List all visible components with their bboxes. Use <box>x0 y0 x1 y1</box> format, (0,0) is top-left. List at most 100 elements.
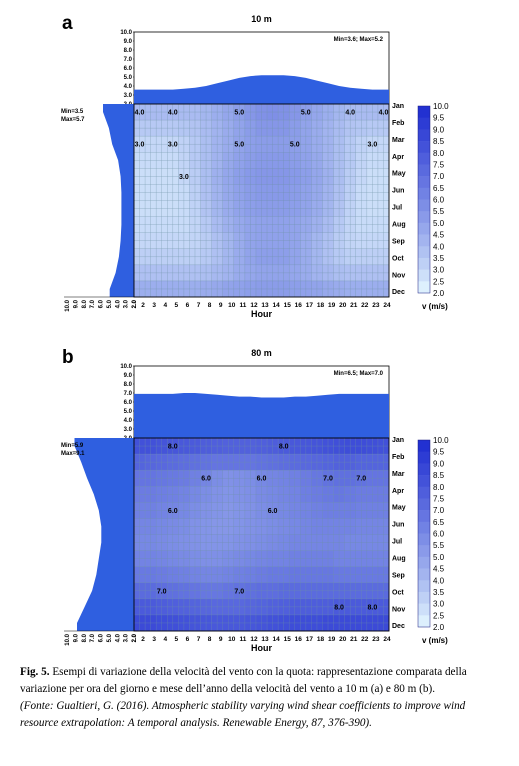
colorbar-swatch <box>418 591 430 604</box>
colorbar-swatch <box>418 117 430 130</box>
monthly-stats-min: Min=3.5 <box>61 109 84 115</box>
colorbar-swatch <box>418 486 430 499</box>
colorbar-swatch <box>418 281 430 294</box>
panel-b: b80 m10.09.08.07.06.05.04.03.02.0Min=6.5… <box>61 347 449 653</box>
contour-label: 6.0 <box>257 476 267 483</box>
top-profile-tick-label: 10.0 <box>120 30 132 36</box>
x-tick-label: 24 <box>383 302 391 309</box>
heatmap-grid <box>134 438 389 631</box>
panel-letter: b <box>62 347 74 368</box>
heatmap-grid <box>134 104 389 297</box>
top-profile-tick-label: 9.0 <box>124 373 133 379</box>
colorbar-swatch <box>418 568 430 581</box>
left-profile-tick-label: 10.0 <box>65 299 71 311</box>
month-label: Jan <box>392 103 404 110</box>
colorbar-tick-label: 6.0 <box>433 530 445 539</box>
colorbar-tick-label: 8.5 <box>433 137 445 146</box>
colorbar-swatch <box>418 211 430 224</box>
x-tick-label: 6 <box>186 302 190 309</box>
x-tick-label: 3 <box>152 302 156 309</box>
top-profile-tick-label: 7.0 <box>124 57 133 63</box>
x-tick-label: 9 <box>219 302 223 309</box>
month-label: Mar <box>392 471 405 478</box>
x-tick-label: 8 <box>208 636 212 643</box>
x-tick-label: 5 <box>174 302 178 309</box>
x-tick-label: 3 <box>152 636 156 643</box>
contour-label: 3.0 <box>368 142 378 149</box>
x-tick-label: 10 <box>228 302 236 309</box>
colorbar-tick-label: 7.5 <box>433 494 445 503</box>
x-tick-label: 15 <box>284 302 292 309</box>
contour-label: 4.0 <box>168 110 178 117</box>
x-tick-label: 22 <box>361 302 369 309</box>
hourly-stats: Min=3.6; Max=5.2 <box>334 37 384 43</box>
colorbar-swatch <box>418 106 430 118</box>
colorbar-swatch <box>418 222 430 235</box>
x-tick-label: 14 <box>272 302 280 309</box>
colorbar-swatch <box>418 451 430 464</box>
x-tick-label: 4 <box>163 302 167 309</box>
colorbar-tick-label: 4.5 <box>433 231 445 240</box>
x-tick-label: 6 <box>186 636 190 643</box>
colorbar-swatch <box>418 498 430 511</box>
left-profile-tick-label: 9.0 <box>73 299 79 308</box>
month-label: Oct <box>392 589 404 596</box>
colorbar-tick-label: 2.0 <box>433 289 445 298</box>
top-profile-tick-label: 7.0 <box>124 391 133 397</box>
colorbar-tick-label: 4.0 <box>433 576 445 585</box>
colorbar-tick-label: 7.5 <box>433 160 445 169</box>
colorbar-swatch <box>418 176 430 189</box>
colorbar-tick-label: 2.0 <box>433 623 445 632</box>
colorbar-tick-label: 6.0 <box>433 196 445 205</box>
colorbar-tick-label: 7.0 <box>433 172 445 181</box>
colorbar-tick-label: 9.0 <box>433 459 445 468</box>
x-tick-label: 13 <box>261 636 269 643</box>
colorbar-swatch <box>418 475 430 488</box>
colorbar-swatch <box>418 152 430 165</box>
colorbar-swatch <box>418 556 430 569</box>
colorbar-tick-label: 9.0 <box>433 125 445 134</box>
month-label: Sep <box>392 572 405 579</box>
colorbar-tick-label: 2.5 <box>433 611 445 620</box>
colorbar-tick-label: 4.0 <box>433 242 445 251</box>
colorbar-tick-label: 8.0 <box>433 149 445 158</box>
left-profile-tick-label: 4.0 <box>115 299 121 308</box>
left-profile-tick-label: 7.0 <box>90 299 96 308</box>
top-profile-tick-label: 4.0 <box>124 84 133 90</box>
x-tick-label: 9 <box>219 636 223 643</box>
x-tick-label: 15 <box>284 636 292 643</box>
month-label: Apr <box>392 154 404 161</box>
contour-label: 5.0 <box>234 110 244 117</box>
colorbar-swatch <box>418 246 430 259</box>
colorbar-tick-label: 5.0 <box>433 219 445 228</box>
left-profile-tick-label: 2.0 <box>132 299 138 308</box>
colorbar-tick-label: 4.5 <box>433 565 445 574</box>
colorbar-swatch <box>418 129 430 142</box>
contour-label: 8.0 <box>334 604 344 611</box>
colorbar-tick-label: 3.0 <box>433 600 445 609</box>
month-label: Dec <box>392 289 405 296</box>
month-label: Nov <box>392 606 405 613</box>
monthly-profile-area <box>103 104 134 297</box>
month-label: Feb <box>392 120 404 127</box>
month-label: Aug <box>392 222 406 229</box>
left-profile-tick-label: 8.0 <box>82 633 88 642</box>
contour-label: 4.0 <box>135 110 145 117</box>
colorbar-swatch <box>418 234 430 247</box>
x-tick-label: 11 <box>239 302 246 309</box>
top-profile-tick-label: 10.0 <box>120 364 132 370</box>
x-tick-label: 14 <box>272 636 280 643</box>
x-tick-label: 4 <box>163 636 167 643</box>
x-tick-label: 2 <box>141 302 145 309</box>
x-tick-label: 20 <box>339 636 347 643</box>
month-label: Jan <box>392 437 404 444</box>
colorbar-tick-label: 9.5 <box>433 114 445 123</box>
x-tick-label: 7 <box>197 302 201 309</box>
month-label: Aug <box>392 556 406 563</box>
x-tick-label: 17 <box>306 302 314 309</box>
colorbar-swatch <box>418 510 430 523</box>
x-tick-label: 17 <box>306 636 314 643</box>
colorbar-tick-label: 5.5 <box>433 541 445 550</box>
left-profile-tick-label: 5.0 <box>107 299 113 308</box>
